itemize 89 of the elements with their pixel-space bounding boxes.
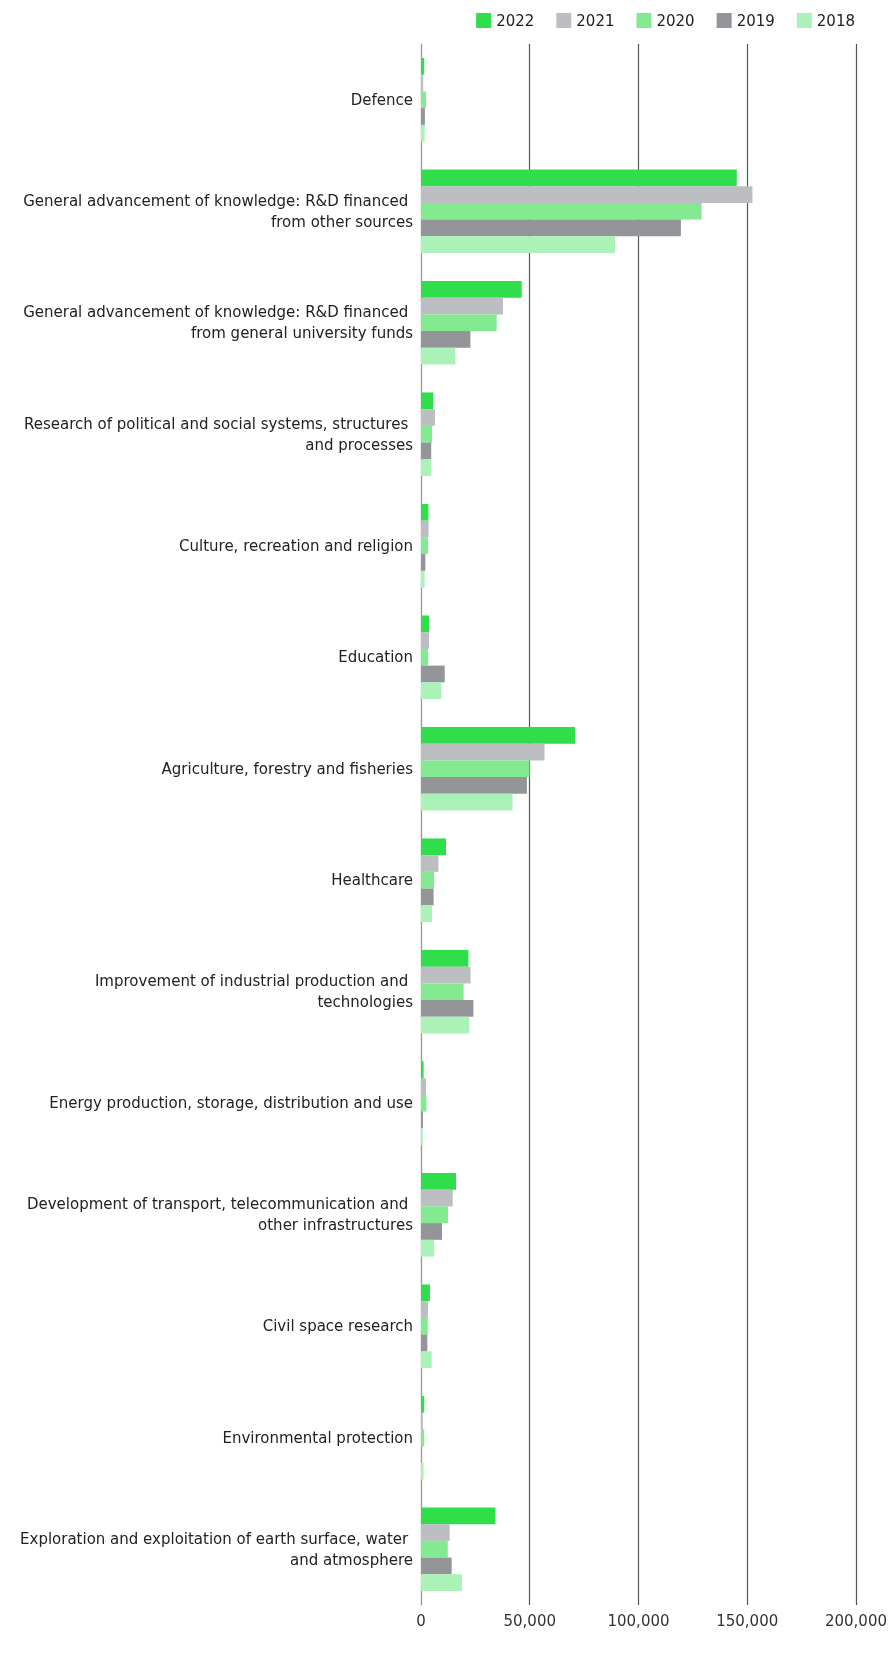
bar bbox=[421, 236, 615, 254]
bar bbox=[421, 983, 464, 1001]
y-tick-label: Research of political and social systems, structures and processes bbox=[23, 414, 414, 454]
x-tick-label: 0 bbox=[416, 1611, 426, 1630]
bar bbox=[421, 838, 447, 856]
y-tick-label: Healthcare bbox=[331, 871, 413, 890]
bar bbox=[421, 297, 503, 315]
bar bbox=[421, 1540, 448, 1558]
bar bbox=[421, 966, 471, 984]
bar bbox=[421, 537, 428, 555]
y-tick-label: Defence bbox=[350, 90, 413, 109]
bar bbox=[421, 1094, 427, 1112]
bar bbox=[421, 726, 575, 744]
y-tick-label: Education bbox=[338, 648, 413, 667]
x-tick-label: 100,000 bbox=[607, 1611, 670, 1630]
y-tick-label: Civil space research bbox=[262, 1317, 413, 1336]
bar bbox=[421, 554, 426, 571]
bar bbox=[421, 1351, 432, 1369]
bar bbox=[421, 1016, 470, 1034]
bar bbox=[421, 1078, 426, 1095]
y-tick-label: Exploration and exploitation of earth surface, water and atmosphere bbox=[20, 1529, 413, 1569]
legend-label: 2020 bbox=[656, 11, 695, 30]
bar bbox=[421, 1189, 453, 1207]
bar bbox=[421, 1395, 425, 1413]
x-tick-label: 150,000 bbox=[716, 1611, 779, 1630]
y-tick-label: General advancement of knowledge: R&D financed from other sources bbox=[23, 191, 414, 231]
bar bbox=[421, 331, 471, 348]
bar bbox=[421, 347, 456, 365]
bar bbox=[421, 1223, 443, 1240]
x-tick-label: 50,000 bbox=[503, 1611, 556, 1630]
bar bbox=[421, 1557, 452, 1575]
bar bbox=[421, 905, 433, 923]
bar bbox=[421, 1301, 428, 1318]
legend-label: 2021 bbox=[576, 11, 615, 30]
legend-label: 2019 bbox=[736, 11, 775, 30]
bar bbox=[421, 793, 513, 811]
bar bbox=[421, 280, 522, 298]
bar bbox=[421, 124, 425, 142]
bar bbox=[421, 1284, 430, 1302]
bar bbox=[421, 392, 434, 410]
bar bbox=[421, 314, 497, 332]
bar bbox=[421, 409, 435, 426]
y-tick-label: Energy production, storage, distribution and use bbox=[49, 1094, 413, 1113]
bar bbox=[421, 186, 753, 203]
legend-label: 2022 bbox=[496, 11, 535, 30]
bar bbox=[421, 1061, 424, 1079]
bar bbox=[421, 1524, 450, 1541]
bar bbox=[421, 503, 429, 521]
y-tick-label: General advancement of knowledge: R&D financed from general university funds bbox=[23, 303, 414, 343]
bar bbox=[421, 1462, 424, 1480]
bar bbox=[421, 777, 527, 794]
bar bbox=[421, 108, 425, 125]
bar bbox=[421, 1239, 435, 1257]
bar bbox=[421, 615, 430, 633]
bar bbox=[421, 855, 439, 872]
bar bbox=[421, 1206, 448, 1224]
bar bbox=[421, 202, 702, 220]
y-tick-label: Development of transport, telecommunication and other infrastructures bbox=[26, 1195, 414, 1235]
y-tick-label: Agriculture, forestry and fisheries bbox=[161, 759, 414, 778]
bar bbox=[421, 442, 432, 460]
bar bbox=[421, 520, 429, 538]
y-tick-label: Environmental protection bbox=[222, 1428, 413, 1447]
bar bbox=[421, 743, 545, 761]
bar bbox=[421, 1317, 428, 1335]
bar bbox=[421, 632, 430, 649]
y-tick-label: Culture, recreation and religion bbox=[179, 536, 413, 555]
bar bbox=[421, 682, 442, 700]
legend-label: 2018 bbox=[816, 11, 856, 30]
bar bbox=[421, 91, 426, 109]
bar bbox=[421, 1507, 496, 1525]
bar bbox=[421, 169, 737, 187]
bar bbox=[421, 648, 428, 666]
bar bbox=[421, 665, 445, 683]
bar bbox=[421, 1574, 462, 1592]
bar bbox=[421, 949, 469, 967]
bar bbox=[421, 1172, 457, 1190]
bar bbox=[421, 871, 435, 889]
bar bbox=[421, 1429, 425, 1447]
bar bbox=[421, 570, 425, 588]
bar bbox=[421, 425, 433, 443]
bar bbox=[421, 459, 432, 477]
bar bbox=[421, 57, 425, 75]
bar bbox=[421, 760, 530, 778]
y-tick-label: Improvement of industrial production and technologies bbox=[94, 972, 414, 1012]
bar bbox=[421, 1334, 428, 1352]
bar bbox=[421, 888, 434, 906]
bar bbox=[421, 1000, 474, 1017]
bar bbox=[421, 219, 681, 237]
x-tick-label: 200,000 bbox=[824, 1611, 887, 1630]
